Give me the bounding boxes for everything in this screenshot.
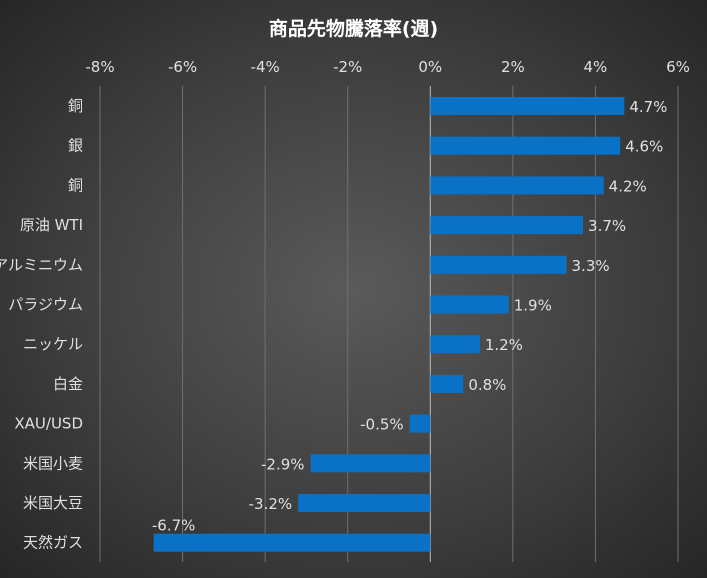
bars [153, 97, 625, 552]
bar [310, 454, 431, 473]
category-label: 米国小麦 [23, 454, 83, 472]
data-label: 3.7% [588, 217, 626, 235]
x-tick-label: -8% [85, 58, 114, 76]
x-tick-label: 2% [501, 58, 525, 76]
bar [298, 494, 431, 512]
bar [430, 136, 621, 155]
data-label: 4.2% [609, 177, 647, 195]
bar [430, 295, 509, 314]
category-label: 白金 [53, 375, 83, 393]
data-label: -0.5% [360, 416, 404, 434]
x-tick-label: -4% [251, 58, 280, 76]
category-label: 銀 [68, 137, 83, 155]
category-label: 原油 WTI [20, 216, 83, 234]
category-label: 銅 [68, 97, 83, 115]
data-label: -6.7% [152, 517, 196, 535]
category-label: ニッケル [23, 335, 83, 353]
chart-title: 商品先物騰落率(週) [268, 18, 439, 40]
category-label: 銅 [68, 176, 83, 194]
bar [430, 255, 567, 274]
bar [430, 335, 480, 354]
x-tick-label: -6% [168, 58, 197, 76]
x-tick-label: 0% [418, 58, 442, 76]
data-label: -2.9% [261, 455, 305, 473]
bar [430, 176, 604, 195]
data-label: 1.9% [514, 297, 552, 315]
data-label: 1.2% [485, 336, 523, 354]
x-axis-ticks: -8% -6% -4% -2% 0% 2% 4% 6% [85, 58, 690, 76]
category-label: XAU/USD [14, 415, 83, 433]
category-label: 天然ガス [23, 534, 83, 552]
data-label: 0.8% [468, 376, 506, 394]
x-tick-label: -2% [333, 58, 362, 76]
gridlines [99, 86, 679, 562]
x-tick-label: 4% [584, 58, 608, 76]
bar [409, 414, 431, 433]
data-label: 4.6% [625, 138, 663, 156]
data-label: 4.7% [629, 98, 667, 116]
category-label: アルミニウム [0, 256, 83, 274]
bar [430, 374, 464, 393]
category-label: パラジウム [8, 296, 83, 314]
bar [430, 97, 625, 115]
bar [430, 216, 584, 235]
data-labels: 4.7% 4.6% 4.2% 3.7% 3.3% 1.9% 1.2% 0.8% -0.5% -2.… [152, 98, 668, 535]
x-tick-label: 6% [666, 58, 690, 76]
data-label: 3.3% [572, 257, 610, 275]
bar [153, 533, 431, 552]
category-label: 米国大豆 [23, 494, 83, 512]
data-label: -3.2% [249, 495, 293, 513]
